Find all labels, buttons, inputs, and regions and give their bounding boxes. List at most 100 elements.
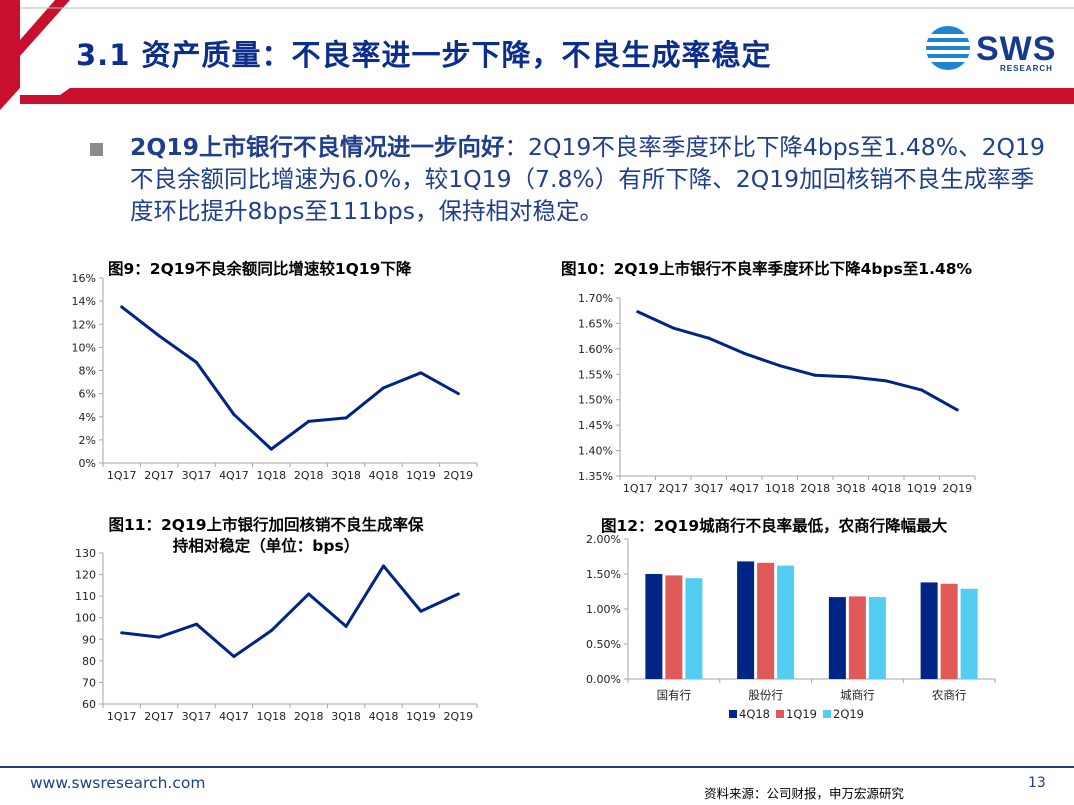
chart4-bar-4Q18 xyxy=(920,582,938,679)
chart4-bar-2Q19 xyxy=(685,578,703,679)
chart4-bar-2Q19 xyxy=(777,565,795,679)
chart3-data-point xyxy=(307,592,311,596)
chart4-x-tick-label: 城商行 xyxy=(840,688,875,702)
chart1-data-point xyxy=(456,392,460,396)
chart4-legend-swatch xyxy=(729,710,737,718)
chart1-x-tick-label: 1Q19 xyxy=(406,469,436,482)
chart4-legend-swatch xyxy=(776,710,784,718)
chart2-series-line xyxy=(637,310,958,412)
chart3-y-tick-label: 110 xyxy=(75,590,96,603)
chart2-data-point xyxy=(955,408,959,412)
chart4-legend-label: 4Q18 xyxy=(739,707,770,721)
chart3-x-tick-label: 2Q17 xyxy=(144,710,174,723)
chart2-data-point xyxy=(636,310,640,314)
chart2-y-tick-label: 1.45% xyxy=(578,419,613,432)
chart3-y-tick-label: 120 xyxy=(75,569,96,582)
header-red-stripe xyxy=(20,0,70,56)
logo-subtext: RESEARCH xyxy=(1000,64,1053,73)
chart1-y-tick-label: 12% xyxy=(72,318,96,331)
chart4-bar-2Q19 xyxy=(960,588,978,679)
chart3-data-point xyxy=(157,635,161,639)
chart2-data-point xyxy=(813,373,817,377)
chart4-bar-1Q19 xyxy=(940,583,958,679)
chart3-data-point xyxy=(269,629,273,633)
footer-url-link[interactable]: www.swsresearch.com xyxy=(30,774,206,792)
chart1-y-tick-label: 2% xyxy=(79,434,96,447)
chart3-data-point xyxy=(195,622,198,626)
chart3-data-point xyxy=(456,592,460,596)
chart4-x-tick-label: 股份行 xyxy=(748,688,783,702)
chart4-bar-1Q19 xyxy=(757,562,775,679)
chart2-title: 图10：2Q19上市银行不良率季度环比下降4bps至1.48% xyxy=(561,260,973,278)
chart1-data-point xyxy=(382,386,385,390)
header-banner xyxy=(0,0,1074,110)
chart2-x-tick-label: 1Q18 xyxy=(765,482,795,495)
chart3-x-tick-label: 1Q18 xyxy=(256,710,286,723)
source-note: 资料来源：公司财报，申万宏源研究 xyxy=(704,786,905,801)
sws-logo-icon xyxy=(926,26,970,70)
chart4-y-tick-label: 1.50% xyxy=(586,568,621,581)
chart4-legend-label: 2Q19 xyxy=(833,707,864,721)
bullet-paragraph: 2Q19上市银行不良情况进一步向好：2Q19不良率季度环比下降4bps至1.48… xyxy=(130,131,1045,227)
header-red-wedge xyxy=(0,0,20,110)
chart1-y-tick-label: 16% xyxy=(72,272,96,285)
chart1-x-tick-label: 2Q19 xyxy=(443,469,473,482)
chart3-data-point xyxy=(232,655,236,659)
chart1-y-tick-label: 14% xyxy=(72,295,96,308)
chart2-x-tick-label: 2Q17 xyxy=(658,482,688,495)
chart3-x-tick-label: 3Q18 xyxy=(331,710,361,723)
chart1-data-point xyxy=(120,305,124,309)
chart1-data-point xyxy=(157,334,161,338)
bullet-lead: 2Q19上市银行不良情况进一步向好 xyxy=(130,133,505,161)
chart3-title-line1: 图11：2Q19上市银行加回核销不良生成率保 xyxy=(108,516,424,534)
chart4-x-tick-label: 农商行 xyxy=(932,688,967,702)
chart1-x-tick-label: 3Q18 xyxy=(331,469,361,482)
chart1-data-point xyxy=(344,416,348,420)
chart3-title-line2: 持相对稳定（单位：bps） xyxy=(172,537,360,555)
chart1-x-tick-label: 3Q17 xyxy=(182,469,212,482)
chart3-y-tick-label: 70 xyxy=(82,676,96,689)
chart1-y-tick-label: 0% xyxy=(79,457,96,470)
chart4-legend-label: 1Q19 xyxy=(786,707,817,721)
chart4-title: 图12：2Q19城商行不良率最低，农商行降幅最大 xyxy=(601,517,948,535)
chart3-x-tick-label: 1Q19 xyxy=(406,710,436,723)
chart2-data-point xyxy=(742,351,746,355)
chart4-x-tick-label: 国有行 xyxy=(657,688,692,702)
chart4-bar-2Q19 xyxy=(868,597,886,679)
chart3-x-tick-label: 4Q18 xyxy=(369,710,399,723)
chart4-legend-swatch xyxy=(823,710,831,718)
chart1-data-point xyxy=(232,412,236,416)
chart2-y-tick-label: 1.40% xyxy=(578,445,613,458)
chart4-bar-1Q19 xyxy=(665,575,683,679)
chart2-y-tick-label: 1.55% xyxy=(578,368,613,381)
chart3-y-tick-label: 130 xyxy=(75,547,96,560)
chart1-x-tick-label: 2Q18 xyxy=(294,469,324,482)
chart3-data-point xyxy=(344,624,348,628)
slide-title: 3.1 资产质量：不良率进一步下降，不良生成率稳定 xyxy=(76,38,772,72)
chart3-x-tick-label: 1Q17 xyxy=(107,710,137,723)
chart2-data-point xyxy=(884,379,888,383)
chart3-y-tick-label: 80 xyxy=(82,655,96,668)
chart3-data-point xyxy=(419,609,423,613)
chart4-y-tick-label: 0.50% xyxy=(586,638,621,651)
chart1-y-tick-label: 8% xyxy=(79,365,96,378)
chart2-x-tick-label: 3Q18 xyxy=(836,482,866,495)
header-red-bar xyxy=(20,88,1074,104)
chart3-x-tick-label: 2Q19 xyxy=(443,710,473,723)
chart2-x-tick-label: 3Q17 xyxy=(694,482,724,495)
chart4-bar-4Q18 xyxy=(645,574,663,679)
chart2-x-tick-label: 4Q18 xyxy=(871,482,901,495)
chart2-data-point xyxy=(707,336,711,340)
chart2-x-tick-label: 1Q19 xyxy=(907,482,937,495)
chart1-x-tick-label: 4Q18 xyxy=(369,469,399,482)
logo-text: SWS xyxy=(976,30,1057,68)
chart2-x-tick-label: 1Q17 xyxy=(623,482,653,495)
chart2-data-point xyxy=(849,375,853,379)
chart4-y-tick-label: 2.00% xyxy=(586,533,621,546)
chart2-y-tick-label: 1.65% xyxy=(578,317,613,330)
chart1-y-tick-label: 4% xyxy=(79,411,96,424)
chart1-x-tick-label: 2Q17 xyxy=(144,469,174,482)
chart2-x-tick-label: 4Q17 xyxy=(729,482,759,495)
chart2-data-point xyxy=(671,326,675,330)
chart2-y-tick-label: 1.50% xyxy=(578,394,613,407)
